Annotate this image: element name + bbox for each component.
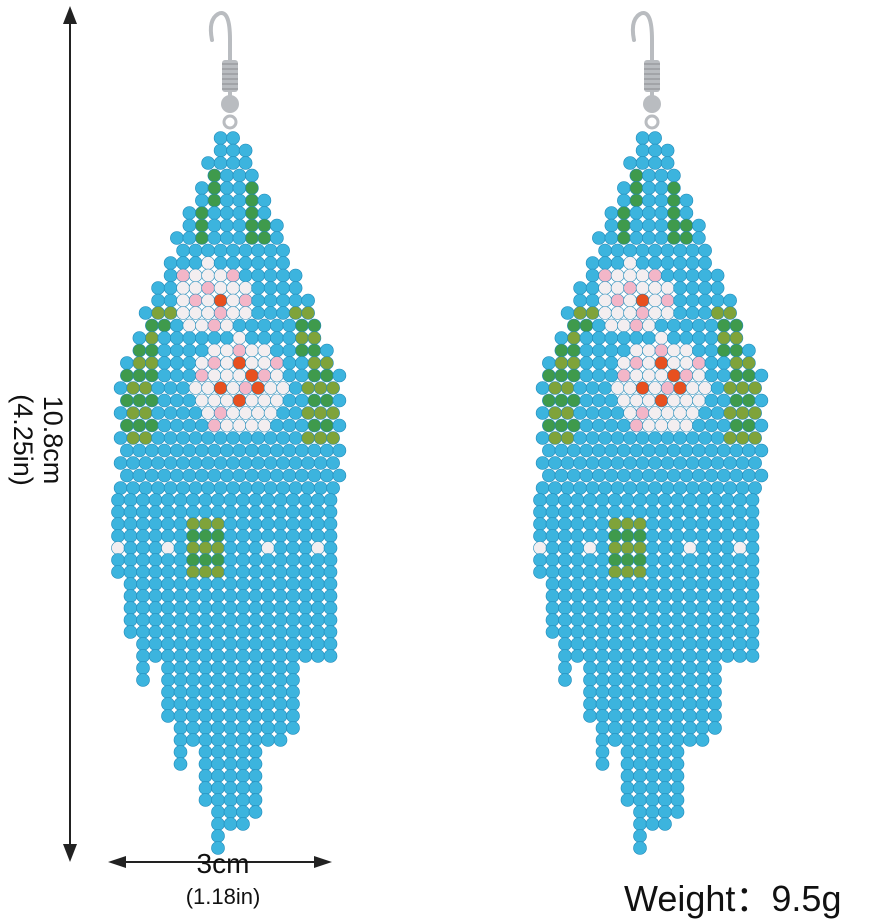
right-earring (533, 11, 769, 855)
width-cm-text: 3cm (196, 848, 250, 879)
width-in-text: (1.18in) (185, 884, 261, 909)
seed-bead-icon (111, 131, 347, 855)
seed-bead-icon (533, 131, 769, 855)
earring-hook-icon (630, 11, 661, 130)
left-earring (111, 11, 347, 855)
length-label: 10.8cm (4.25in) (8, 340, 68, 540)
earring-hook-icon (208, 11, 239, 130)
vertical-ruler-arrow-icon (63, 6, 77, 862)
weight-value-text: 9.5g (771, 878, 842, 919)
weight-label: Weight：9.5g (624, 870, 841, 922)
length-cm-text: 10.8cm (38, 395, 68, 485)
weight-label-text: Weight： (624, 878, 772, 919)
length-in-text: (4.25in) (8, 394, 38, 486)
horizontal-ruler-arrow-icon (108, 856, 332, 868)
